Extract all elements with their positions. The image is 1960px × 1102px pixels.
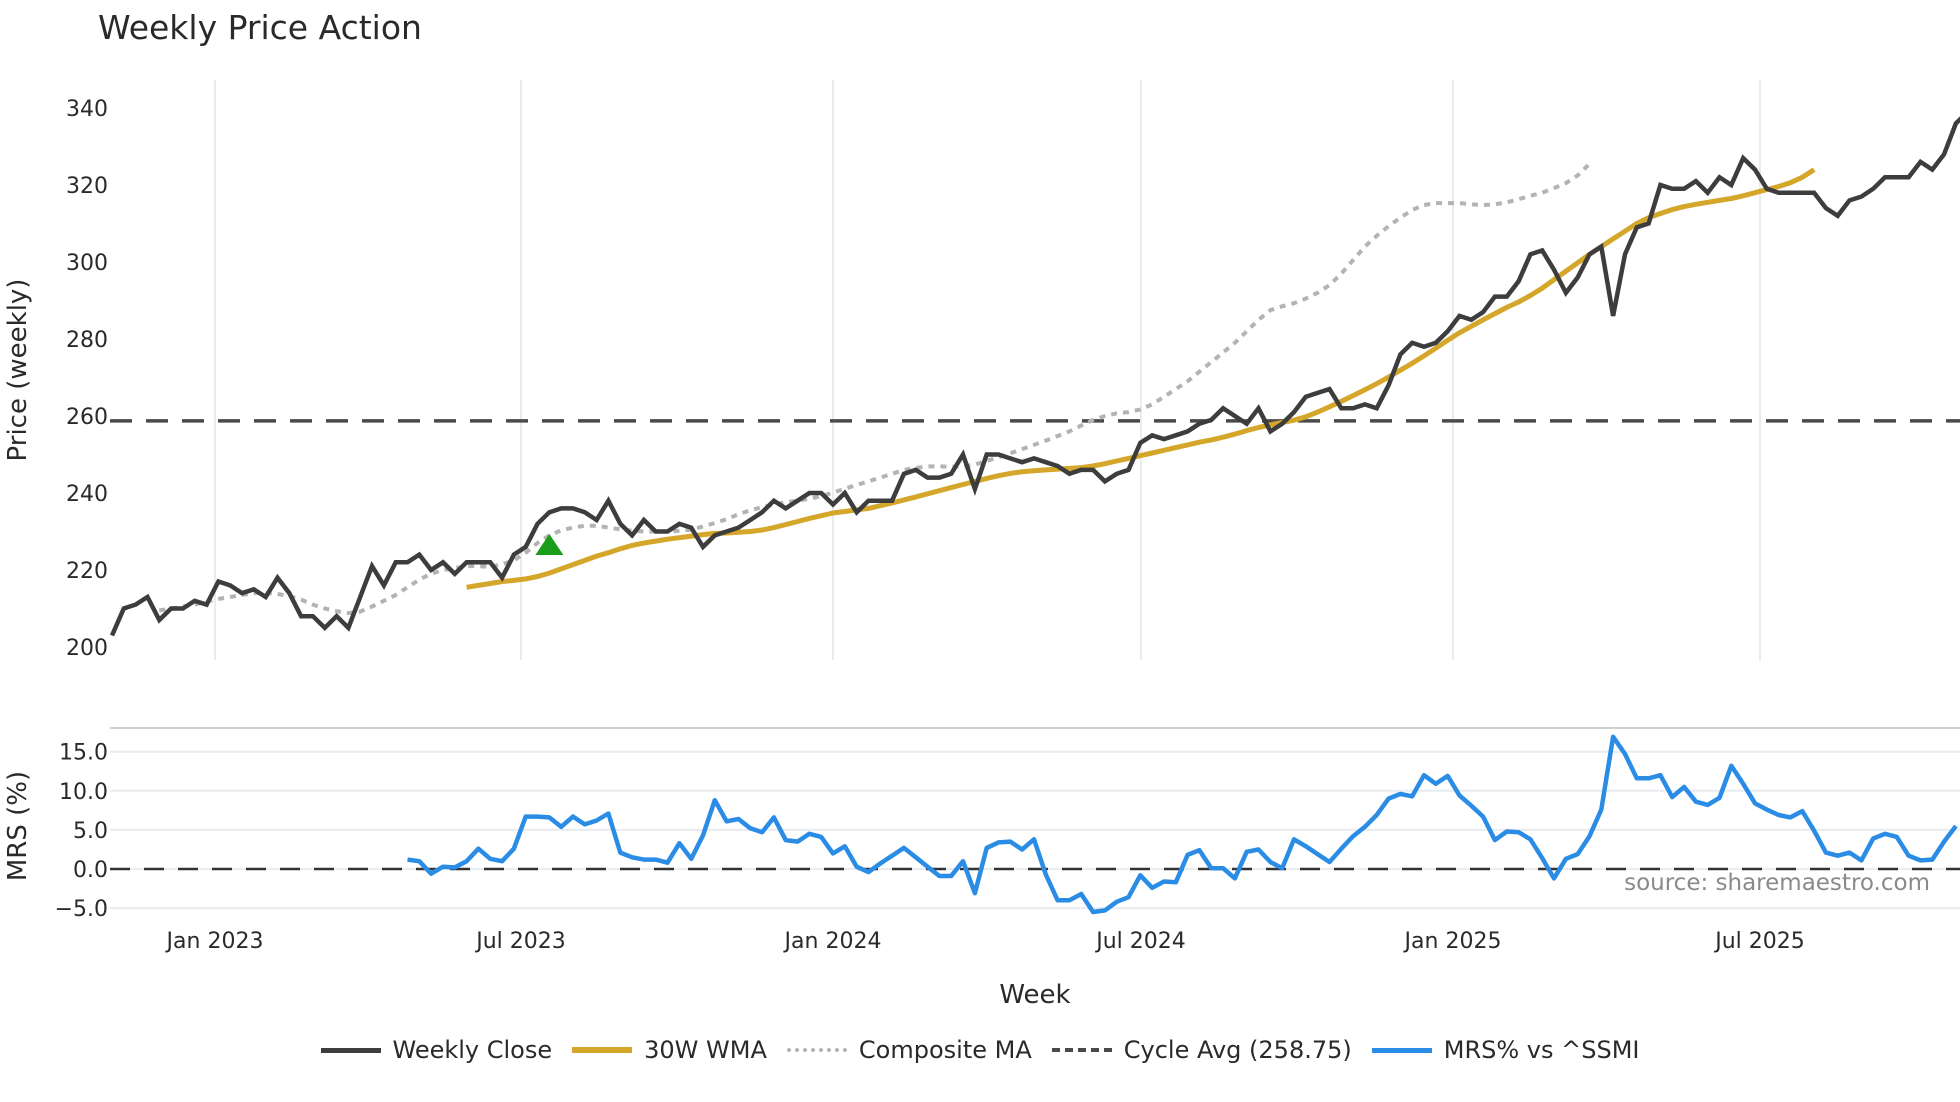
mrs-y-tick: 15.0: [59, 741, 108, 766]
weekly-close-line: [109, 116, 1960, 637]
legend-item-weekly-close[interactable]: Weekly Close: [320, 1036, 553, 1064]
legend-swatch: [786, 1048, 847, 1052]
price-y-axis-label: Price (weekly): [3, 279, 33, 462]
mrs-y-axis-label: MRS (%): [3, 771, 33, 881]
legend-label: Cycle Avg (258.75): [1123, 1036, 1352, 1064]
buy-signal-triangle-icon: [535, 533, 564, 555]
legend-item-mrs[interactable]: MRS% vs ^SSMI: [1371, 1036, 1640, 1064]
x-tick-label: Jan 2023: [165, 929, 264, 954]
legend-label: 30W WMA: [644, 1036, 767, 1064]
price-y-tick: 300: [66, 251, 108, 276]
price-y-tick: 280: [66, 328, 108, 353]
price-y-tick: 320: [66, 174, 108, 199]
legend-label: MRS% vs ^SSMI: [1443, 1036, 1640, 1064]
price-y-tick: 260: [66, 405, 108, 430]
legend-item-wma[interactable]: 30W WMA: [572, 1036, 767, 1064]
chart-title: Weekly Price Action: [98, 8, 422, 47]
legend-swatch: [320, 1047, 381, 1053]
legend-item-cycle-avg[interactable]: Cycle Avg (258.75): [1051, 1036, 1352, 1064]
x-axis-label: Week: [999, 980, 1070, 1010]
legend-label: Composite MA: [858, 1036, 1032, 1064]
x-tick-label: Jan 2025: [1403, 929, 1502, 954]
x-tick-label: Jul 2025: [1713, 929, 1805, 954]
x-tick-label: Jan 2024: [783, 929, 882, 954]
price-gridlines: [214, 80, 1761, 660]
price-y-axis: 200 220 240 260 280 300 320 340: [66, 97, 108, 661]
price-y-tick: 340: [66, 97, 108, 122]
legend-label: Weekly Close: [392, 1036, 553, 1064]
price-y-tick: 200: [66, 636, 108, 661]
legend-swatch: [1051, 1048, 1112, 1052]
mrs-y-tick: 5.0: [73, 819, 108, 844]
mrs-line: [407, 734, 1958, 915]
mrs-y-tick: 0.0: [73, 858, 108, 883]
mrs-y-axis: −5.0 0.0 5.0 10.0 15.0: [55, 741, 108, 922]
mrs-y-tick: 10.0: [59, 780, 108, 805]
x-tick-label: Jul 2023: [474, 929, 566, 954]
price-y-tick: 240: [66, 482, 108, 507]
mrs-y-tick: −5.0: [55, 897, 108, 922]
legend: Weekly Close 30W WMA Composite MA Cycle …: [0, 1036, 1960, 1064]
legend-swatch: [572, 1047, 633, 1053]
composite-ma-line: [158, 162, 1591, 616]
price-y-tick: 220: [66, 559, 108, 584]
x-axis: Jan 2023 Jul 2023 Jan 2024 Jul 2024 Jan 2025…: [165, 929, 1805, 954]
x-tick-label: Jul 2024: [1094, 929, 1186, 954]
legend-swatch: [1371, 1047, 1432, 1053]
legend-item-composite-ma[interactable]: Composite MA: [786, 1036, 1032, 1064]
watermark: source: sharemaestro.com: [1624, 870, 1930, 896]
